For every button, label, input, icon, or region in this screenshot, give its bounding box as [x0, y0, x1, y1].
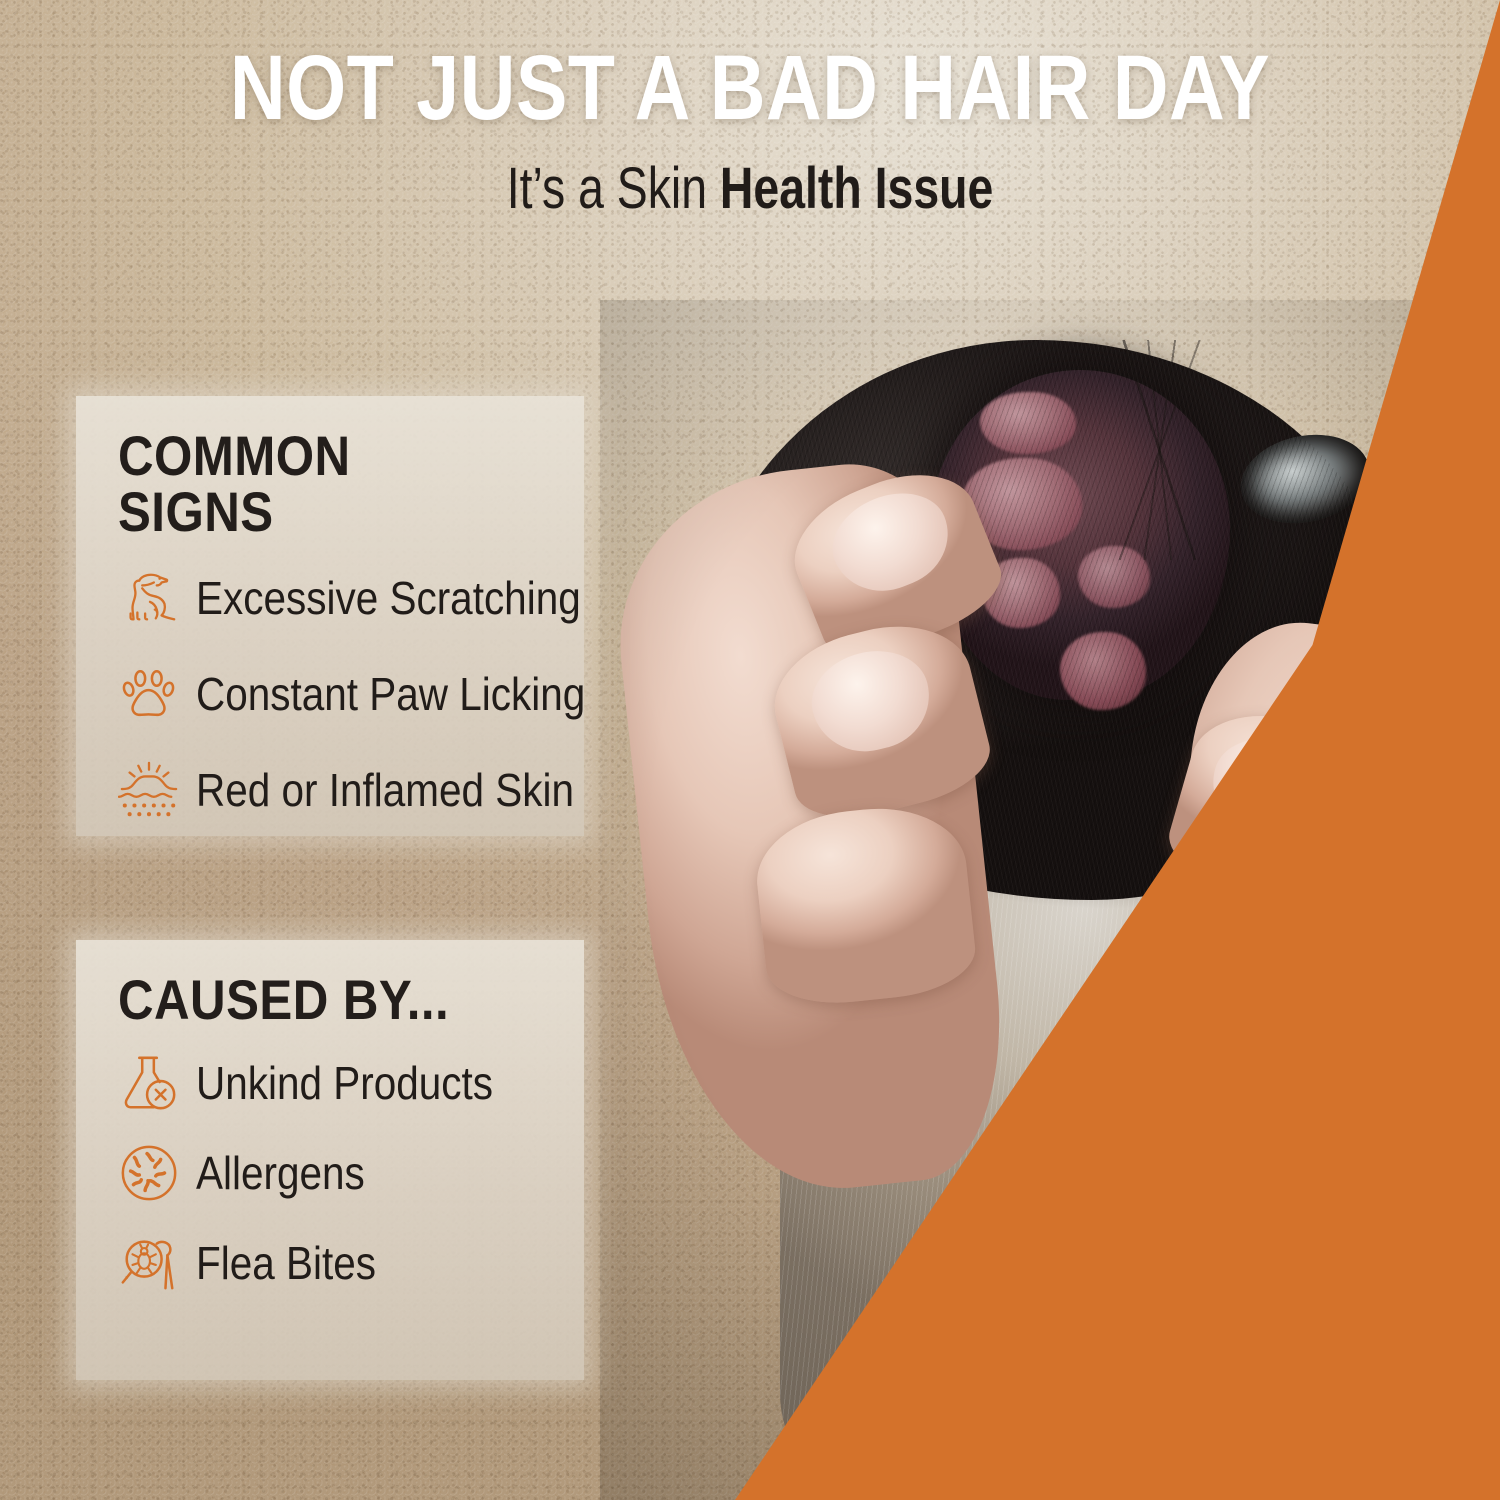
panel-common-signs: COMMON SIGNS Excessive Scratching	[76, 396, 585, 838]
list-item: Unkind Products	[118, 1038, 554, 1128]
skin-lesion	[980, 392, 1076, 454]
panel-title-caused-by: CAUSED BY...	[118, 968, 450, 1031]
list-item-label: Allergens	[196, 1147, 365, 1199]
header-block: NOT JUST A BAD HAIR DAY It’s a Skin Heal…	[0, 42, 1500, 218]
subtitle-light-part: It’s a Skin	[506, 156, 720, 221]
dog-scratching-icon	[129, 573, 176, 621]
list-item: Constant Paw Licking	[118, 646, 585, 742]
page-subtitle: It’s a Skin Health Issue	[150, 160, 1350, 218]
common-signs-list: Excessive Scratching Constant Paw Lickin…	[118, 550, 585, 838]
list-item-label: Flea Bites	[196, 1237, 376, 1289]
list-item: Excessive Scratching	[118, 550, 581, 646]
list-item-label: Unkind Products	[196, 1057, 493, 1109]
allergen-germs-icon	[121, 1145, 177, 1201]
panel-caused-by: CAUSED BY... Unkind Products	[76, 940, 584, 1380]
list-item: Flea Bites	[118, 1218, 554, 1308]
list-item: Red or Inflamed Skin	[118, 742, 574, 838]
paw-print-icon	[122, 669, 175, 717]
skin-lesion	[1078, 546, 1150, 608]
list-item-label: Excessive Scratching	[196, 572, 581, 624]
skin-lesion	[1060, 632, 1146, 710]
list-item: Allergens	[118, 1128, 554, 1218]
flask-no-icon	[124, 1056, 176, 1110]
inflamed-skin-icon	[118, 761, 178, 817]
flea-magnifier-icon	[121, 1240, 174, 1290]
subtitle-bold-part: Health Issue	[719, 156, 994, 221]
list-item-label: Red or Inflamed Skin	[196, 764, 575, 816]
page-title: NOT JUST A BAD HAIR DAY	[229, 37, 1271, 139]
panel-title-common-signs: COMMON SIGNS	[118, 424, 351, 543]
list-item-label: Constant Paw Licking	[196, 668, 586, 720]
caused-by-list: Unkind Products Allerg	[118, 1038, 554, 1308]
